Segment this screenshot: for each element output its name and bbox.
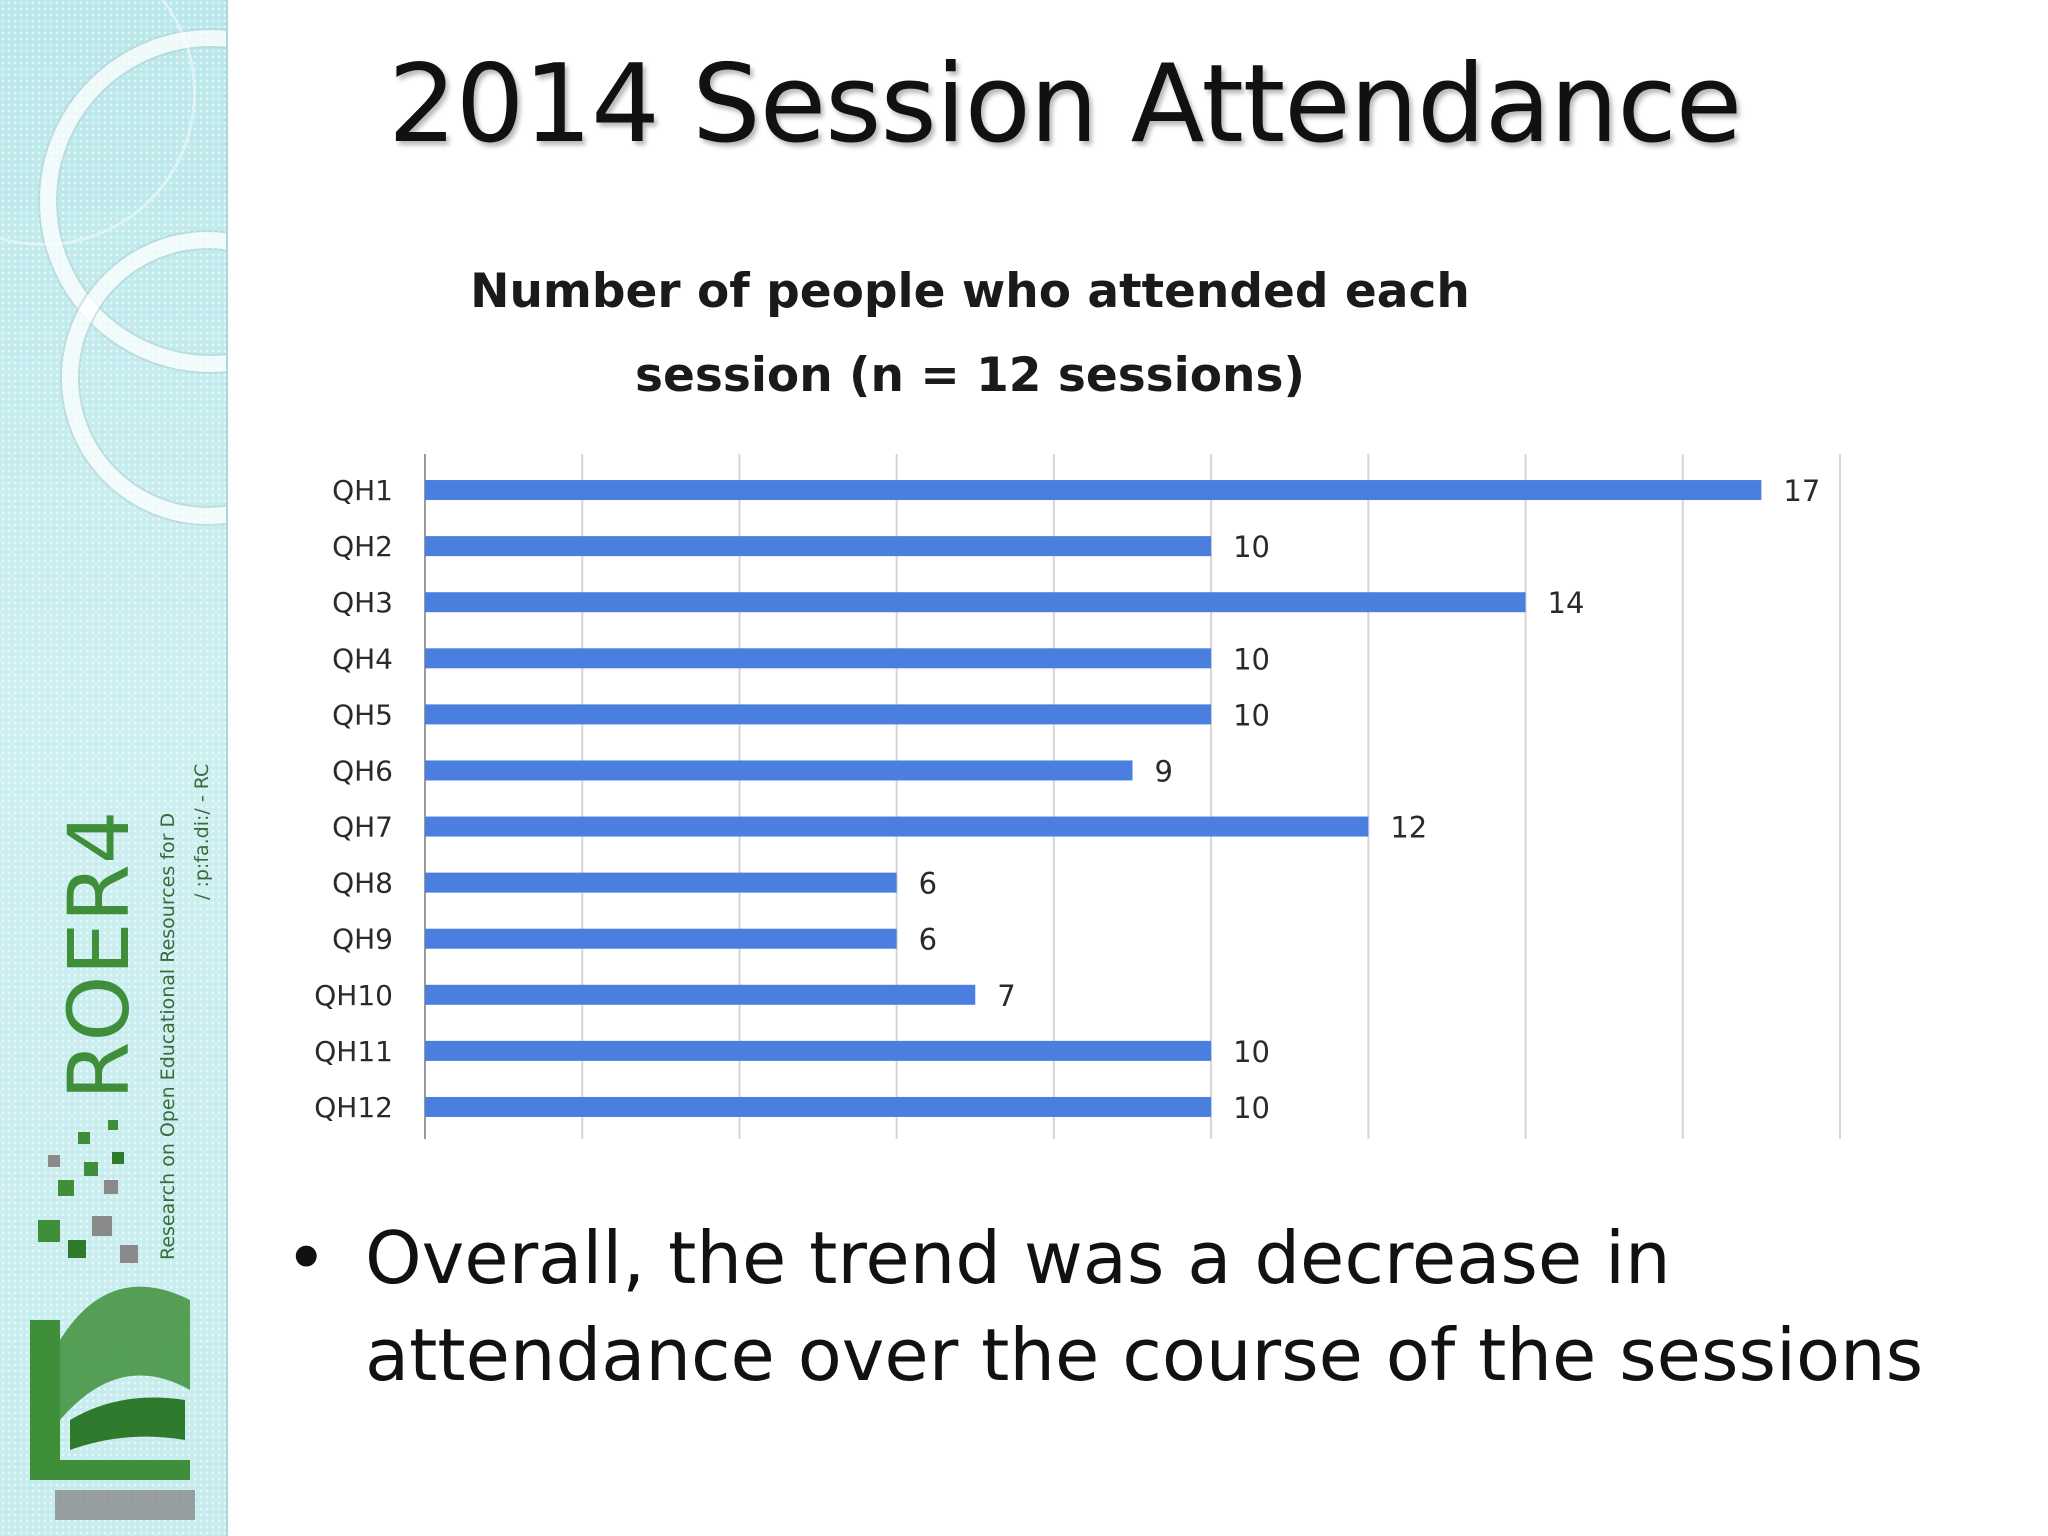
bar [425,928,897,949]
logo-wordmark: ROER4 [50,811,148,1100]
chart-title: Number of people who attended each sessi… [470,264,1470,403]
data-label: 9 [1155,754,1173,788]
data-label: 6 [919,867,937,901]
bullet-marker: • [285,1216,328,1300]
category-label: QH1 [332,474,393,507]
category-label: QH4 [332,642,393,675]
logo-url: / :p:fa.di:/ - RC [191,764,213,900]
bar [425,984,976,1005]
sidebar-edge [226,0,228,1536]
logo-book-icon [30,1320,190,1480]
category-label: QH8 [332,867,393,900]
data-label: 6 [919,923,937,957]
category-label: QH11 [314,1035,393,1068]
data-label: 12 [1390,811,1427,845]
chart-panel: Number of people who attended each sessi… [240,240,1880,1140]
sidebar-decoration: ROER4 Research on Open Educational Resou… [0,0,228,1536]
category-label: QH10 [314,979,393,1012]
category-label: QH6 [332,754,393,787]
data-label: 10 [1233,1035,1270,1069]
bar [425,704,1212,725]
bullet-text: Overall, the trend was a decrease in att… [365,1216,1924,1397]
bar [425,480,1762,501]
data-label: 10 [1233,1091,1270,1125]
category-label: QH12 [314,1091,393,1124]
category-label: QH5 [332,698,393,731]
bar [425,536,1212,557]
bar [425,760,1133,781]
bar [425,648,1212,669]
data-label: 17 [1783,474,1820,508]
roer4d-logo: ROER4 Research on Open Educational Resou… [0,700,228,1536]
bar [425,1040,1212,1061]
bar [425,592,1526,613]
data-label: 10 [1233,642,1270,676]
bar [425,1096,1212,1117]
bar [425,816,1369,837]
category-label: QH2 [332,530,393,563]
bar [425,872,897,893]
data-label: 14 [1548,586,1585,620]
category-label: QH9 [332,923,393,956]
data-label: 10 [1233,698,1270,732]
logo-tagline: Research on Open Educational Resources f… [157,813,179,1260]
data-label: 10 [1233,530,1270,564]
slide-title: 2014 Session Attendance [388,42,1742,167]
category-label: QH7 [332,811,393,844]
data-label: 7 [997,979,1015,1013]
category-label: QH3 [332,586,393,619]
